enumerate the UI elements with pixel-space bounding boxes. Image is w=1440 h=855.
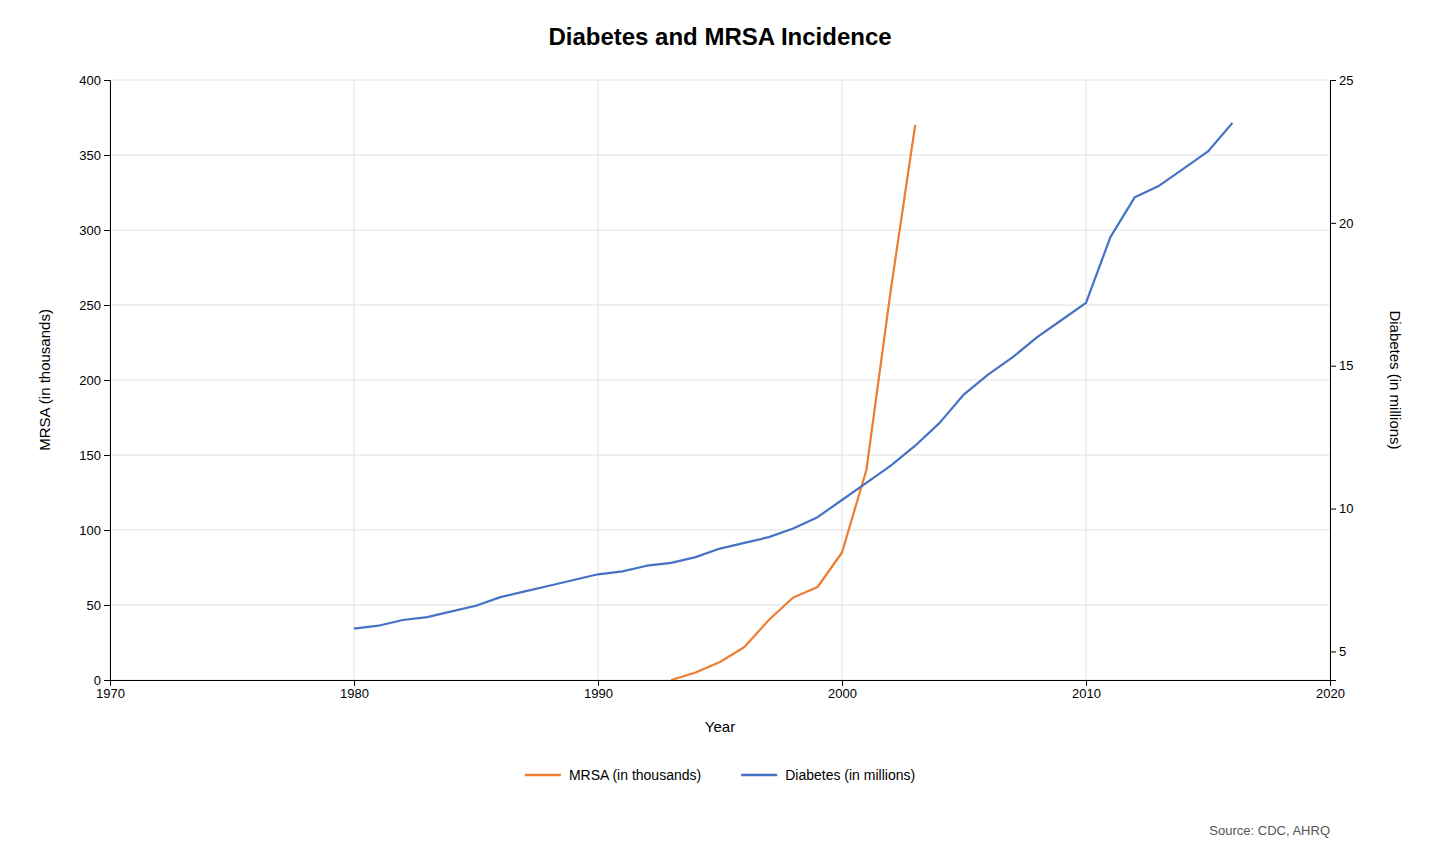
tick-mark [104, 230, 110, 231]
tick-mark [104, 155, 110, 156]
tick-label: 300 [79, 223, 101, 238]
grid [110, 80, 1330, 680]
tick: 250 [79, 298, 110, 313]
chart-container: 1970198019902000201020200501001502002503… [0, 0, 1440, 855]
tick-mark [104, 605, 110, 606]
series-group [354, 123, 1232, 680]
grid-line-y [110, 80, 1330, 81]
tick: 2000 [828, 680, 857, 701]
tick-mark [104, 455, 110, 456]
tick-mark [1330, 509, 1336, 510]
y2-axis: 5 10 15 20 25 [1330, 73, 1353, 681]
plot-area: 1970198019902000201020200501001502002503… [79, 73, 1353, 702]
tick-mark [104, 305, 110, 306]
grid-line-y [110, 605, 1330, 606]
series-line [671, 125, 915, 680]
x-axis: 1970 1980 1990 2000 2010 2020 [96, 680, 1345, 701]
tick-label: 25 [1339, 73, 1353, 88]
legend-swatch [525, 774, 561, 777]
tick-mark [598, 680, 599, 686]
tick-label: 1970 [96, 686, 125, 701]
legend-item: MRSA (in thousands) [525, 767, 701, 783]
tick: 0 [94, 673, 110, 688]
tick: 400 [79, 73, 110, 88]
tick: 20 [1330, 216, 1353, 231]
tick: 150 [79, 448, 110, 463]
axis-line [104, 81, 111, 681]
legend-label: MRSA (in thousands) [569, 767, 701, 783]
grid-line-y [110, 155, 1330, 156]
tick-label: 350 [79, 148, 101, 163]
tick: 15 [1330, 358, 1353, 373]
legend-item: Diabetes (in millions) [741, 767, 915, 783]
grid-line-y [110, 305, 1330, 306]
tick-label: 1980 [340, 686, 369, 701]
tick-label: 15 [1339, 358, 1353, 373]
chart-title: Diabetes and MRSA Incidence [548, 23, 891, 50]
tick-label: 2000 [828, 686, 857, 701]
tick-mark [842, 680, 843, 686]
tick: 25 [1330, 73, 1353, 88]
tick-label: 20 [1339, 216, 1353, 231]
tick: 5 [1330, 644, 1346, 659]
tick: 100 [79, 523, 110, 538]
tick-label: 2020 [1316, 686, 1345, 701]
legend-swatch [741, 774, 777, 777]
tick: 200 [79, 373, 110, 388]
y-axis-label: MRSA (in thousands) [36, 309, 53, 451]
y-axis: 0 50 100 150 200 250 300 350 400 [79, 73, 110, 688]
tick-label: 10 [1339, 501, 1353, 516]
tick: 1980 [340, 680, 369, 701]
legend: MRSA (in thousands) Diabetes (in millions… [525, 767, 915, 783]
tick: 1990 [584, 680, 613, 701]
axis-line [111, 681, 1331, 687]
annotation: Source: CDC, AHRQ [1209, 823, 1330, 838]
tick: 2010 [1072, 680, 1101, 701]
tick-label: 0 [94, 673, 101, 688]
tick: 50 [87, 598, 110, 613]
tick-label: 150 [79, 448, 101, 463]
grid-line-y [110, 230, 1330, 231]
tick-label: 400 [79, 73, 101, 88]
tick-mark [104, 80, 110, 81]
grid-line-y [110, 455, 1330, 456]
grid-line-y [110, 530, 1330, 531]
grid-line-y [110, 380, 1330, 381]
tick-mark [1330, 80, 1336, 81]
tick-mark [104, 680, 110, 681]
tick-mark [104, 380, 110, 381]
tick-mark [1086, 680, 1087, 686]
tick-mark [104, 530, 110, 531]
tick-label: 5 [1339, 644, 1346, 659]
axis-line [1331, 81, 1337, 681]
tick-mark [1330, 223, 1336, 224]
tick-label: 250 [79, 298, 101, 313]
chart-svg: 1970198019902000201020200501001502002503… [0, 0, 1440, 855]
tick-label: 1990 [584, 686, 613, 701]
tick: 300 [79, 223, 110, 238]
tick: 2020 [1316, 680, 1345, 701]
tick-label: 2010 [1072, 686, 1101, 701]
tick-mark [1330, 366, 1336, 367]
tick-mark [354, 680, 355, 686]
tick-label: 50 [87, 598, 101, 613]
tick: 10 [1330, 501, 1353, 516]
tick-label: 100 [79, 523, 101, 538]
y2-axis-label: Diabetes (in millions) [1387, 310, 1404, 449]
tick-label: 200 [79, 373, 101, 388]
x-axis-label: Year [705, 718, 735, 735]
tick: 350 [79, 148, 110, 163]
series-line [354, 123, 1232, 629]
tick-mark [1330, 651, 1336, 652]
legend-label: Diabetes (in millions) [785, 767, 915, 783]
